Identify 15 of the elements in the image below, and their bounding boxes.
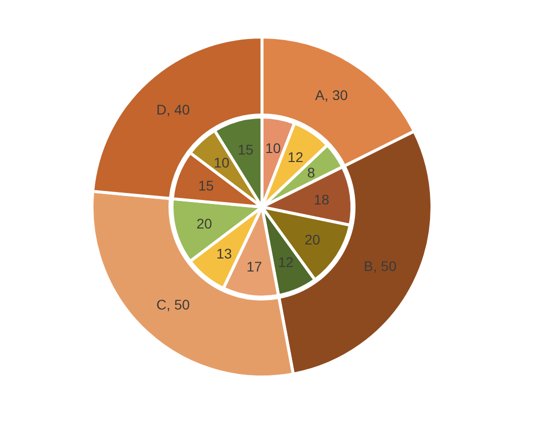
data-label: B, 50	[364, 258, 397, 274]
data-label: 20	[196, 215, 212, 232]
data-label: 12	[288, 149, 304, 166]
data-label: 20	[304, 232, 320, 248]
data-label: C, 50	[156, 296, 190, 313]
data-label: 10	[214, 154, 230, 171]
data-label: 17	[246, 258, 262, 274]
data-label: 18	[314, 191, 330, 208]
data-label: 15	[198, 177, 214, 194]
data-label: D, 40	[156, 101, 190, 118]
data-label: 10	[265, 140, 282, 156]
data-label: 15	[238, 141, 254, 158]
data-label: A, 30	[315, 86, 348, 103]
data-label: 13	[216, 246, 232, 262]
data-label: 8	[307, 164, 316, 181]
